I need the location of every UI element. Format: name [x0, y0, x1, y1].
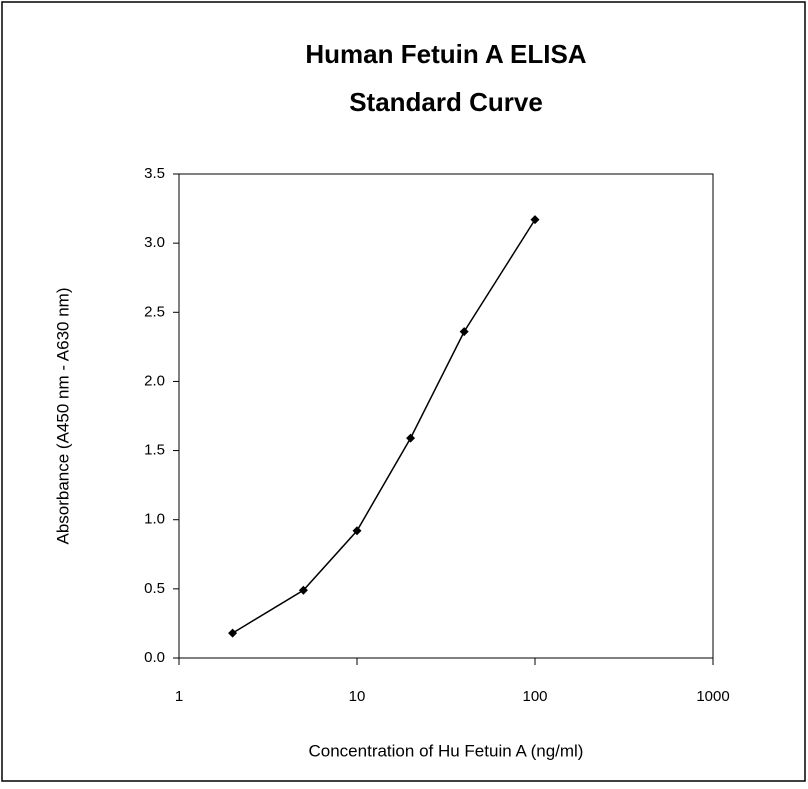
y-tick-label: 2.0	[144, 372, 165, 389]
y-tick-label: 1.5	[144, 442, 165, 459]
y-tick-label: 1.0	[144, 511, 165, 528]
y-tick-label: 3.5	[144, 165, 165, 182]
data-point	[459, 327, 469, 337]
data-point	[406, 433, 416, 443]
x-tick-label: 100	[522, 688, 547, 705]
x-axis-label: Concentration of Hu Fetuin A (ng/ml)	[309, 741, 584, 760]
chart-title: Human Fetuin A ELISA	[305, 39, 586, 69]
series-line	[232, 219, 536, 634]
y-tick-label: 0.0	[144, 649, 165, 666]
data-point	[530, 215, 540, 225]
y-tick-label: 0.5	[144, 580, 165, 597]
chart-title: Standard Curve	[349, 87, 543, 117]
data-point	[228, 628, 238, 638]
y-tick-label: 3.0	[144, 234, 165, 251]
plot-area	[178, 173, 714, 659]
y-axis-label: Absorbance (A450 nm - A630 nm)	[53, 287, 72, 544]
x-tick-label: 1	[175, 688, 183, 705]
y-tick-label: 2.5	[144, 303, 165, 320]
data-point	[298, 585, 308, 595]
data-point	[352, 526, 362, 536]
x-tick-label: 10	[349, 688, 366, 705]
x-tick-label: 1000	[696, 688, 729, 705]
